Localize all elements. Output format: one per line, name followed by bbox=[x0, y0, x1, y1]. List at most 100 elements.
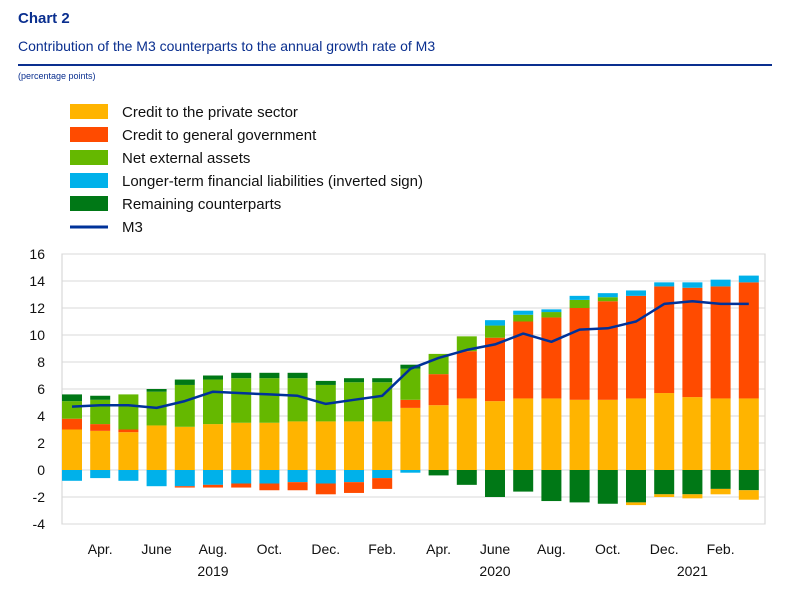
bar-net_external bbox=[485, 325, 505, 338]
bar-credit_government bbox=[682, 287, 703, 398]
bar-longer_term bbox=[654, 282, 675, 287]
bar-longer_term bbox=[62, 470, 82, 481]
grid bbox=[61, 253, 766, 525]
bar-credit_private bbox=[626, 398, 646, 470]
bar-remaining bbox=[315, 380, 336, 385]
bar-credit_private-negative bbox=[654, 494, 675, 497]
bar-credit_government-negative bbox=[372, 478, 393, 489]
y-tick-label: 2 bbox=[37, 435, 45, 451]
bar-longer_term bbox=[400, 470, 421, 473]
y-axis: -4 -2 0 2 4 6 8 10 12 14 16 bbox=[29, 246, 45, 532]
bar-credit_private bbox=[513, 398, 534, 470]
bar-credit_government bbox=[400, 399, 421, 408]
legend-label-m3: M3 bbox=[122, 219, 143, 236]
bar-longer_term bbox=[287, 470, 308, 483]
bar-credit_government bbox=[541, 317, 562, 399]
bar-net_external bbox=[597, 297, 618, 302]
bar-remaining bbox=[231, 372, 252, 379]
bar-longer_term bbox=[710, 279, 731, 287]
bar-credit_private bbox=[62, 429, 82, 470]
bar-credit_government bbox=[485, 337, 505, 402]
bar-longer_term bbox=[203, 470, 223, 485]
bar-longer_term bbox=[259, 470, 280, 484]
bar-net_external bbox=[90, 399, 111, 425]
bar-credit_government-negative bbox=[231, 483, 252, 488]
bar-remaining bbox=[513, 470, 534, 492]
x-tick-label: Feb. bbox=[368, 541, 396, 557]
x-tick-label: Oct. bbox=[595, 541, 621, 557]
y-tick-label: 10 bbox=[29, 327, 45, 343]
legend-swatch-net_external bbox=[70, 150, 108, 165]
chart-number: Chart 2 bbox=[18, 10, 70, 27]
bar-net_external bbox=[569, 299, 590, 308]
legend-swatch-credit_private bbox=[70, 104, 108, 119]
legend-swatch-longer_term bbox=[70, 173, 108, 188]
bar-credit_private bbox=[174, 426, 195, 470]
bar-credit_government bbox=[456, 351, 477, 399]
m3-line-group bbox=[71, 300, 749, 410]
title-rule bbox=[18, 64, 772, 66]
bar-credit_government-negative bbox=[203, 484, 223, 488]
x-tick-label: Aug. bbox=[199, 541, 228, 557]
bar-remaining bbox=[428, 470, 449, 476]
bar-credit_government-negative bbox=[287, 482, 308, 491]
bar-longer_term bbox=[174, 470, 195, 487]
bars bbox=[62, 275, 759, 506]
bar-remaining bbox=[485, 470, 505, 497]
bar-credit_government-negative bbox=[174, 486, 195, 488]
x-tick-label: Dec. bbox=[650, 541, 679, 557]
y-tick-label: -4 bbox=[33, 516, 46, 532]
bar-credit_government bbox=[597, 301, 618, 400]
bar-credit_private bbox=[118, 432, 139, 470]
bar-credit_government bbox=[90, 424, 111, 431]
bar-credit_government bbox=[738, 282, 759, 399]
bar-credit_private-negative bbox=[738, 490, 759, 500]
bar-longer_term bbox=[569, 295, 590, 300]
bar-longer_term bbox=[315, 470, 336, 484]
bar-credit_government bbox=[569, 308, 590, 400]
y-tick-label: 0 bbox=[37, 462, 45, 478]
bar-credit_private bbox=[597, 399, 618, 470]
bar-credit_government-negative bbox=[315, 483, 336, 495]
x-tick-label: Oct. bbox=[257, 541, 283, 557]
bar-net_external bbox=[174, 384, 195, 427]
bar-net_external bbox=[287, 378, 308, 422]
bar-credit_private bbox=[710, 398, 731, 470]
bar-remaining bbox=[146, 389, 167, 392]
legend: Credit to the private sector Credit to ge… bbox=[70, 104, 423, 236]
bar-longer_term bbox=[372, 470, 393, 479]
x-year-label: 2020 bbox=[479, 563, 510, 579]
bar-credit_government bbox=[654, 286, 675, 394]
bar-credit_government bbox=[118, 429, 139, 433]
bar-remaining bbox=[682, 470, 703, 495]
bar-remaining bbox=[344, 378, 364, 383]
bar-credit_government bbox=[513, 321, 534, 399]
bar-credit_private-negative bbox=[626, 502, 646, 506]
bar-net_external bbox=[344, 382, 364, 422]
bar-credit_private bbox=[231, 422, 252, 470]
bar-credit_private-negative bbox=[682, 494, 703, 499]
bar-remaining bbox=[541, 470, 562, 502]
bar-net_external bbox=[203, 379, 223, 425]
bar-remaining bbox=[626, 470, 646, 503]
bar-remaining bbox=[710, 470, 731, 489]
bar-credit_government bbox=[428, 374, 449, 406]
bar-net_external bbox=[513, 314, 534, 322]
bar-credit_private bbox=[400, 407, 421, 470]
bar-longer_term bbox=[513, 310, 534, 315]
bar-credit_private bbox=[287, 421, 308, 470]
x-tick-label: Apr. bbox=[88, 541, 113, 557]
bar-longer_term bbox=[118, 470, 139, 481]
bar-credit_private bbox=[146, 425, 167, 470]
x-year-label: 2019 bbox=[197, 563, 228, 579]
bar-credit_private bbox=[654, 393, 675, 470]
bar-longer_term bbox=[541, 309, 562, 313]
bar-net_external bbox=[62, 401, 82, 419]
bar-credit_private-negative bbox=[710, 488, 731, 495]
bar-remaining bbox=[90, 395, 111, 400]
bar-remaining bbox=[738, 470, 759, 491]
bar-net_external bbox=[456, 336, 477, 352]
bar-remaining bbox=[287, 372, 308, 379]
x-tick-label: June bbox=[480, 541, 511, 557]
bar-remaining bbox=[569, 470, 590, 503]
